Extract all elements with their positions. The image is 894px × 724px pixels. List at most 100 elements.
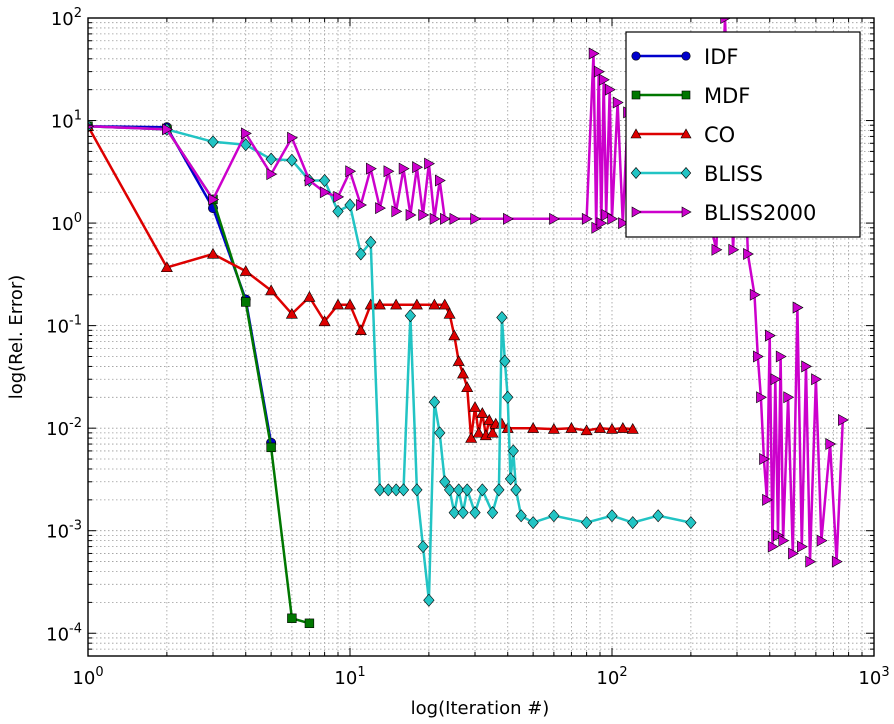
data-point-bliss (265, 152, 277, 166)
data-point-bliss (606, 509, 618, 523)
data-point-bliss (486, 506, 499, 520)
data-point-co (332, 298, 345, 310)
data-point-co (461, 381, 474, 393)
data-point-bliss2000 (366, 162, 377, 175)
data-point-bliss (457, 506, 469, 520)
data-point-co (483, 413, 496, 425)
data-point-bliss (476, 483, 488, 497)
data-point-bliss2000 (304, 174, 316, 187)
data-point-bliss2000 (720, 18, 732, 25)
data-point-co (318, 315, 331, 327)
data-point-bliss2000 (241, 127, 252, 140)
data-point-bliss2000 (801, 360, 813, 373)
data-point-bliss2000 (816, 534, 828, 547)
data-point-bliss2000 (398, 162, 410, 175)
data-point-co (206, 247, 220, 259)
y-axis-title: log(Rel. Error) (6, 275, 27, 400)
data-point-bliss (355, 247, 367, 261)
data-point-bliss2000 (607, 212, 619, 225)
data-point-bliss2000 (162, 123, 173, 136)
data-point-bliss2000 (728, 243, 740, 256)
data-point-mdf (304, 618, 315, 629)
legend-marker-mdf (631, 90, 641, 100)
data-point-bliss (510, 483, 522, 497)
series-line-bliss (88, 124, 692, 602)
legend: IDF MDF CO BLISS BLISS2000 (625, 31, 861, 238)
data-point-bliss2000 (618, 217, 629, 230)
data-point-co (265, 284, 278, 296)
data-point-co (580, 424, 593, 436)
data-point-bliss (443, 483, 456, 497)
data-point-bliss2000 (599, 73, 610, 86)
data-point-co (527, 422, 540, 433)
data-point-bliss2000 (749, 288, 761, 301)
data-point-co (468, 401, 482, 412)
data-point-bliss2000 (470, 212, 482, 225)
data-point-bliss (580, 516, 593, 530)
data-point-bliss (685, 516, 697, 530)
y-tick-label: 100 (51, 211, 82, 235)
legend-label-idf: IDF (704, 45, 738, 69)
data-point-bliss (504, 472, 517, 486)
plot-frame (87, 17, 875, 657)
data-point-bliss2000 (405, 208, 417, 221)
data-point-bliss2000 (345, 165, 357, 178)
data-point-bliss2000 (756, 391, 767, 404)
data-point-bliss (344, 198, 356, 212)
data-point-bliss2000 (319, 186, 331, 199)
data-point-co (239, 265, 252, 276)
data-point-bliss (548, 509, 560, 523)
data-point-bliss2000 (287, 131, 298, 144)
legend-label-bliss2000: BLISS2000 (704, 201, 816, 225)
data-point-bliss2000 (797, 540, 808, 553)
data-point-bliss (397, 483, 410, 497)
data-point-co (285, 307, 298, 319)
data-point-co (410, 298, 423, 310)
data-point-bliss2000 (588, 47, 600, 60)
data-point-bliss2000 (765, 329, 776, 342)
y-tick-label: 10-1 (46, 314, 82, 338)
data-point-bliss (417, 540, 429, 554)
data-point-bliss2000 (792, 301, 804, 314)
data-point-co (476, 407, 489, 418)
data-point-bliss (404, 309, 416, 323)
data-point-bliss (493, 483, 505, 497)
data-point-bliss2000 (783, 391, 795, 404)
legend-marker-idf (681, 51, 691, 61)
data-point-bliss2000 (429, 212, 441, 225)
data-point-bliss2000 (440, 212, 451, 225)
legend-marker-mdf (681, 90, 691, 100)
data-point-bliss2000 (838, 414, 849, 427)
legend-marker-bliss2000 (631, 206, 642, 218)
legend-marker-bliss (680, 167, 692, 179)
data-point-bliss2000 (778, 534, 790, 547)
data-point-bliss (434, 426, 446, 440)
data-point-bliss2000 (805, 555, 817, 568)
data-point-co (457, 367, 470, 379)
data-point-mdf (287, 613, 297, 623)
data-point-bliss2000 (601, 208, 613, 221)
x-tick-label: 103 (858, 665, 889, 689)
data-point-bliss2000 (424, 157, 435, 170)
data-point-co (390, 298, 403, 310)
tick-labels: 100 101 102 103 10-4 10-3 10-2 10-1 100 101 102 (46, 6, 889, 689)
data-point-bliss2000 (612, 96, 624, 109)
y-tick-label: 10-2 (46, 416, 82, 440)
data-point-bliss (469, 506, 481, 520)
legend-marker-bliss2000 (681, 206, 692, 218)
data-point-bliss2000 (549, 212, 560, 225)
data-point-bliss2000 (418, 208, 430, 221)
data-point-bliss (448, 506, 460, 520)
data-point-bliss2000 (775, 350, 787, 363)
data-point-bliss (527, 516, 539, 530)
data-point-co (547, 422, 560, 434)
data-point-bliss2000 (743, 247, 754, 260)
y-tick-label: 102 (51, 6, 82, 30)
data-point-bliss2000 (811, 373, 822, 386)
data-point-co (448, 329, 461, 341)
data-point-bliss (461, 483, 473, 497)
data-point-co (486, 426, 499, 438)
data-point-co (605, 422, 619, 434)
data-point-bliss (365, 235, 377, 249)
data-point-bliss2000 (831, 555, 843, 568)
